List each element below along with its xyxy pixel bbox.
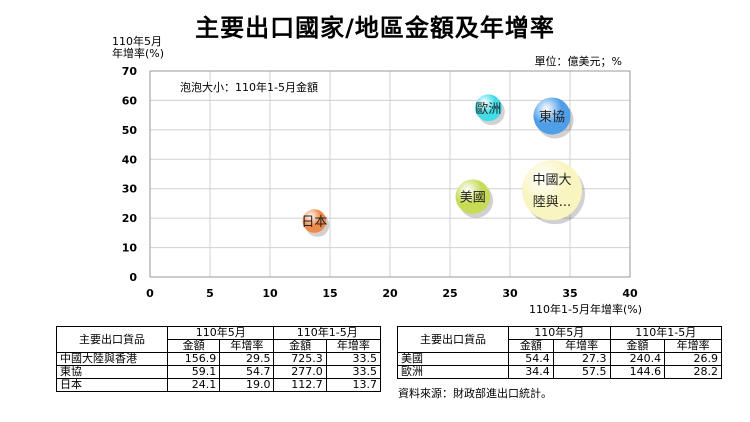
cell-value: 57.5 [552, 365, 611, 379]
y-tick-label: 0 [129, 271, 137, 284]
x-tick-label: 30 [502, 287, 518, 300]
cell-value: 26.9 [664, 352, 722, 366]
tick-labels: 0 5 10 15 20 25 30 35 40 0 10 20 30 40 50 60 70 [122, 65, 638, 300]
table-corner-header: 主要出口貨品 [397, 326, 509, 353]
x-tick-label: 25 [442, 287, 457, 300]
cell-value: 240.4 [609, 352, 666, 366]
x-tick-label: 0 [146, 287, 154, 300]
y-tick-label: 60 [122, 94, 138, 107]
y-axis-label: 110年5月 年增率(%) [112, 36, 164, 60]
bubble [302, 209, 327, 233]
bubble-label: 陸與... [533, 194, 571, 210]
cell-value: 33.5 [325, 352, 382, 366]
group-header-jan-may: 110年1-5月 [273, 326, 381, 340]
subheader-amount: 金額 [273, 339, 327, 353]
subheader-amount: 金額 [609, 339, 666, 353]
row-label: 日本 [56, 378, 168, 392]
cell-value: 725.3 [273, 352, 327, 366]
table-row: 美國 54.4 27.3 240.4 26.9 [397, 352, 722, 366]
row-label: 東協 [56, 365, 168, 379]
subheader-growth: 年增率 [552, 339, 611, 353]
x-tick-label: 40 [622, 287, 638, 300]
y-tick-label: 10 [122, 242, 138, 255]
subheader-amount: 金額 [166, 339, 221, 353]
group-header-may: 110年5月 [166, 326, 275, 340]
cell-value: 24.1 [166, 378, 221, 392]
chart-title: 主要出口國家/地區金額及年增率 [195, 14, 555, 42]
data-source-note: 資料來源：財政部進出口統計。 [398, 387, 552, 400]
group-header-may: 110年5月 [508, 326, 611, 340]
cell-value: 28.2 [664, 365, 722, 379]
cell-value: 29.5 [219, 352, 275, 366]
cell-value: 33.5 [325, 365, 382, 379]
bubble-label: 美國 [460, 191, 486, 206]
row-label: 中國大陸與香港 [56, 352, 168, 366]
cell-value: 59.1 [166, 365, 221, 379]
cell-value: 144.6 [609, 365, 666, 379]
bubble [522, 160, 582, 221]
grid [150, 71, 630, 277]
left-data-table: 主要出口貨品 110年5月 110年1-5月 金額 年增率 金額 年增率 中國大… [56, 326, 382, 392]
group-header-jan-may: 110年1-5月 [609, 326, 723, 340]
x-tick-label: 5 [206, 287, 214, 300]
bubble [455, 179, 491, 214]
bubble [533, 97, 571, 135]
x-tick-label: 35 [562, 287, 577, 300]
bubble [475, 94, 502, 122]
cell-value: 34.4 [508, 365, 554, 379]
x-axis-label: 110年1-5月年增率(%) [529, 302, 642, 316]
bubble-label: 中國大 [532, 173, 571, 188]
table-corner-header: 主要出口貨品 [56, 326, 168, 353]
row-label: 歐洲 [397, 365, 509, 379]
subheader-amount: 金額 [508, 339, 554, 353]
cell-value: 112.7 [273, 378, 327, 392]
table-row: 東協 59.1 54.7 277.0 33.5 [56, 365, 382, 379]
cell-value: 27.3 [552, 352, 611, 366]
subheader-growth: 年增率 [325, 339, 382, 353]
bubble-label: 歐洲 [475, 102, 501, 117]
bubble-size-annotation: 泡泡大小：110年1-5月金額 [180, 80, 318, 94]
y-tick-label: 20 [122, 212, 138, 225]
y-axis-label-line2: 年增率(%) [112, 47, 165, 60]
bubble-chart: 0 5 10 15 20 25 30 35 40 0 10 20 30 40 50 60 70 泡泡大小：110… [122, 65, 642, 316]
right-data-table: 主要出口貨品 110年5月 110年1-5月 金額 年增率 金額 年增率 美國 … [397, 326, 723, 379]
x-tick-label: 15 [322, 287, 337, 300]
y-axis-label-line1: 110年5月 [112, 35, 162, 48]
cell-value: 156.9 [166, 352, 221, 366]
bubble-label: 東協 [539, 109, 565, 125]
cell-value: 54.7 [219, 365, 275, 379]
table-row: 中國大陸與香港 156.9 29.5 725.3 33.5 [56, 352, 382, 366]
y-tick-label: 30 [122, 183, 138, 196]
bubble-label: 日本 [301, 215, 327, 230]
plot-frame [149, 70, 631, 278]
y-tick-label: 50 [122, 124, 138, 137]
cell-value: 277.0 [273, 365, 327, 379]
cell-value: 13.7 [325, 378, 382, 392]
x-tick-label: 20 [382, 287, 398, 300]
subheader-growth: 年增率 [219, 339, 275, 353]
subheader-growth: 年增率 [664, 339, 722, 353]
row-label: 美國 [397, 352, 509, 366]
y-tick-label: 70 [122, 65, 138, 78]
unit-note: 單位：億美元；% [534, 55, 622, 68]
y-tick-label: 40 [122, 153, 138, 166]
cell-value: 54.4 [508, 352, 554, 366]
table-row: 日本 24.1 19.0 112.7 13.7 [56, 378, 382, 392]
cell-value: 19.0 [219, 378, 275, 392]
table-row: 歐洲 34.4 57.5 144.6 28.2 [397, 365, 722, 379]
x-tick-label: 10 [262, 287, 278, 300]
